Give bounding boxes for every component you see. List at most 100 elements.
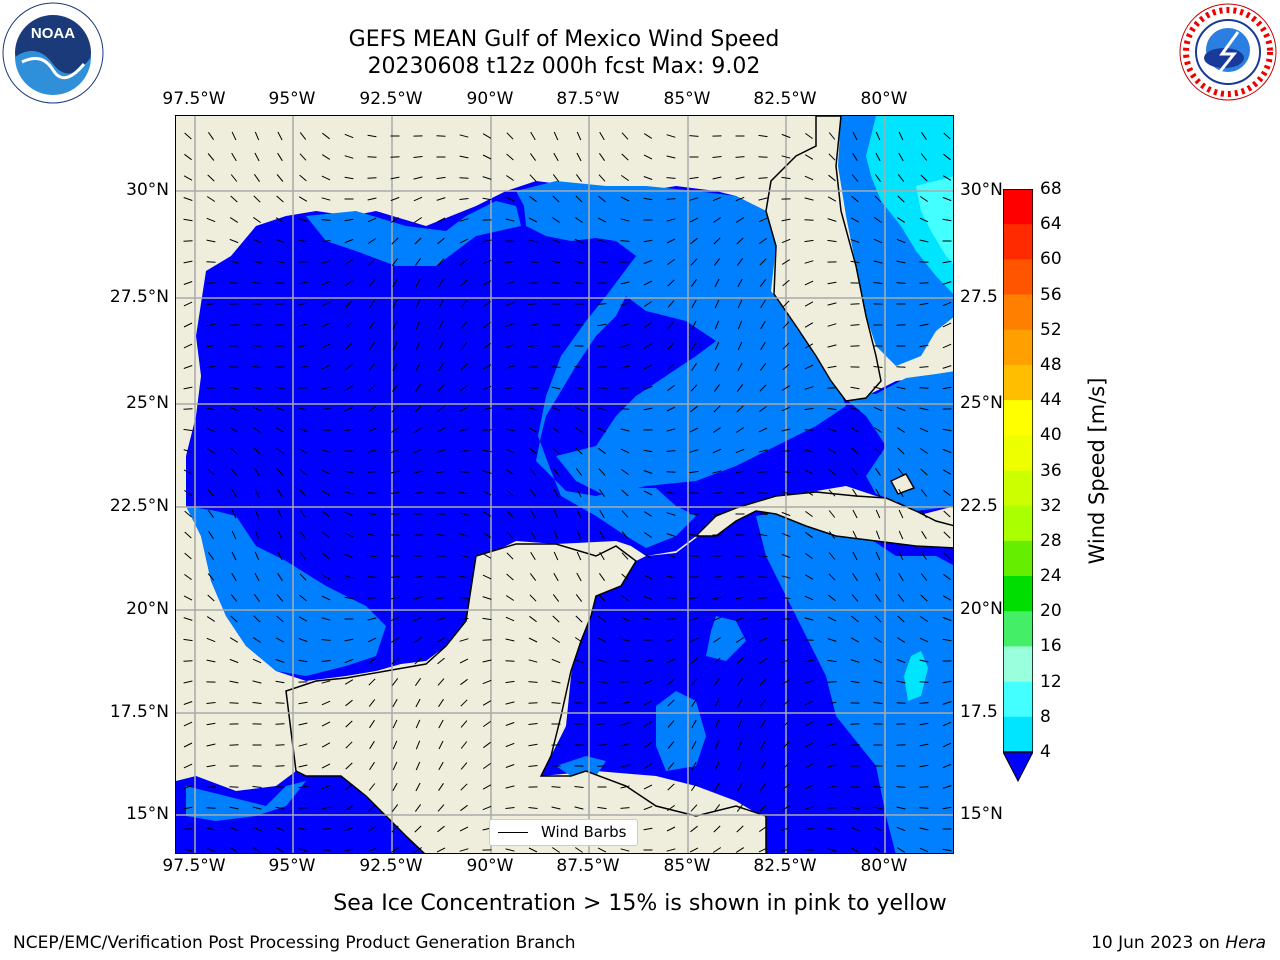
wind-barb (689, 197, 699, 201)
wind-barb (852, 131, 858, 141)
wind-barb (321, 660, 331, 662)
wind-barb (666, 450, 676, 452)
wind-barb (851, 615, 859, 623)
wind-barb (875, 530, 881, 540)
colorbar-cell (1003, 259, 1033, 296)
wind-barb (322, 510, 330, 518)
wind-barb (275, 827, 285, 831)
wind-barb (873, 658, 883, 664)
wind-barb (460, 384, 468, 392)
wind-barb (897, 594, 905, 602)
wind-barb (760, 761, 766, 771)
wind-barb (666, 638, 676, 642)
colorbar-tick-label: 56 (1040, 284, 1062, 305)
wind-barb (344, 385, 354, 391)
wind-barb (344, 491, 354, 495)
wind-barb (804, 175, 814, 181)
wind-barb (436, 135, 446, 137)
wind-barb (714, 698, 720, 708)
wind-barb (758, 554, 768, 558)
wind-barb (529, 195, 537, 203)
wind-barb (298, 428, 308, 432)
wind-barb (368, 699, 376, 707)
wind-barb (690, 279, 698, 287)
lat-label-left: 22.5°N (109, 496, 169, 516)
wind-barb (643, 827, 653, 831)
wind-barb (666, 658, 676, 664)
wind-barb (206, 344, 216, 348)
wind-barb (691, 299, 697, 309)
wind-barb (643, 784, 653, 790)
wind-barb (183, 469, 193, 475)
wind-barb (505, 261, 515, 263)
wind-barb (299, 153, 307, 161)
wind-barb (369, 719, 375, 729)
wind-barb (253, 468, 261, 476)
wind-barb (712, 196, 722, 202)
wind-barb (414, 825, 422, 833)
wind-barb (438, 740, 444, 750)
wind-barb (827, 323, 837, 327)
wind-barb (206, 407, 216, 411)
colorbar-tick-label: 24 (1040, 566, 1062, 587)
wind-barb (667, 384, 675, 392)
wind-barb (553, 551, 559, 561)
wind-barb (415, 299, 421, 309)
wind-barb (850, 345, 860, 347)
lon-label-top: 97.5°W (162, 89, 226, 109)
wind-barb (414, 847, 422, 853)
wind-barb (322, 531, 330, 539)
wind-barb (415, 740, 421, 750)
wind-barb (759, 699, 767, 707)
colorbar-cell (1003, 576, 1033, 612)
wind-barb (574, 658, 584, 664)
wind-barb (781, 553, 791, 559)
wind-barb (827, 701, 837, 705)
wind-barb (781, 406, 791, 412)
wind-barb (505, 680, 515, 684)
wind-barb (736, 384, 744, 392)
wind-barb (827, 827, 837, 831)
lon-label-bottom: 80°W (860, 856, 908, 876)
wind-barb (875, 572, 881, 582)
wind-barb (299, 174, 307, 182)
wind-barb (229, 658, 239, 664)
wind-barb (620, 240, 630, 242)
wind-barb (275, 386, 285, 390)
wind-barb (874, 846, 882, 853)
wind-barb (943, 132, 951, 140)
wind-barb (183, 281, 193, 285)
wind-barb (919, 702, 929, 704)
wind-barb (275, 217, 285, 223)
wind-barb (643, 343, 653, 349)
wind-barb (898, 488, 904, 498)
wind-barb (920, 573, 928, 581)
wind-barb (667, 783, 675, 791)
wind-barb (206, 217, 216, 223)
wind-barb (781, 385, 791, 391)
sea-ice-note: Sea Ice Concentration > 15% is shown in … (0, 891, 1280, 916)
wind-barb (575, 195, 583, 203)
wind-barb (415, 278, 421, 288)
wind-barb (713, 384, 721, 392)
wind-barb (321, 469, 331, 475)
wind-barb (298, 218, 308, 222)
wind-barb (183, 428, 193, 432)
wind-barb (620, 660, 630, 662)
wind-barb (875, 131, 881, 141)
wind-barb (897, 447, 905, 455)
lat-label-right: 22.5 (960, 496, 998, 516)
lat-label-right: 25°N (960, 393, 1003, 413)
wind-barb (574, 238, 584, 244)
wind-barb (735, 156, 745, 158)
wind-barb (367, 597, 377, 599)
wind-barb (690, 804, 698, 812)
wind-barb (207, 132, 215, 140)
wind-barb (229, 386, 239, 390)
wind-barb (943, 531, 951, 539)
wind-barb (553, 488, 559, 498)
wind-barb (896, 658, 906, 664)
wind-barb (919, 637, 929, 643)
wind-barb (759, 804, 767, 812)
wind-barb (438, 362, 444, 372)
